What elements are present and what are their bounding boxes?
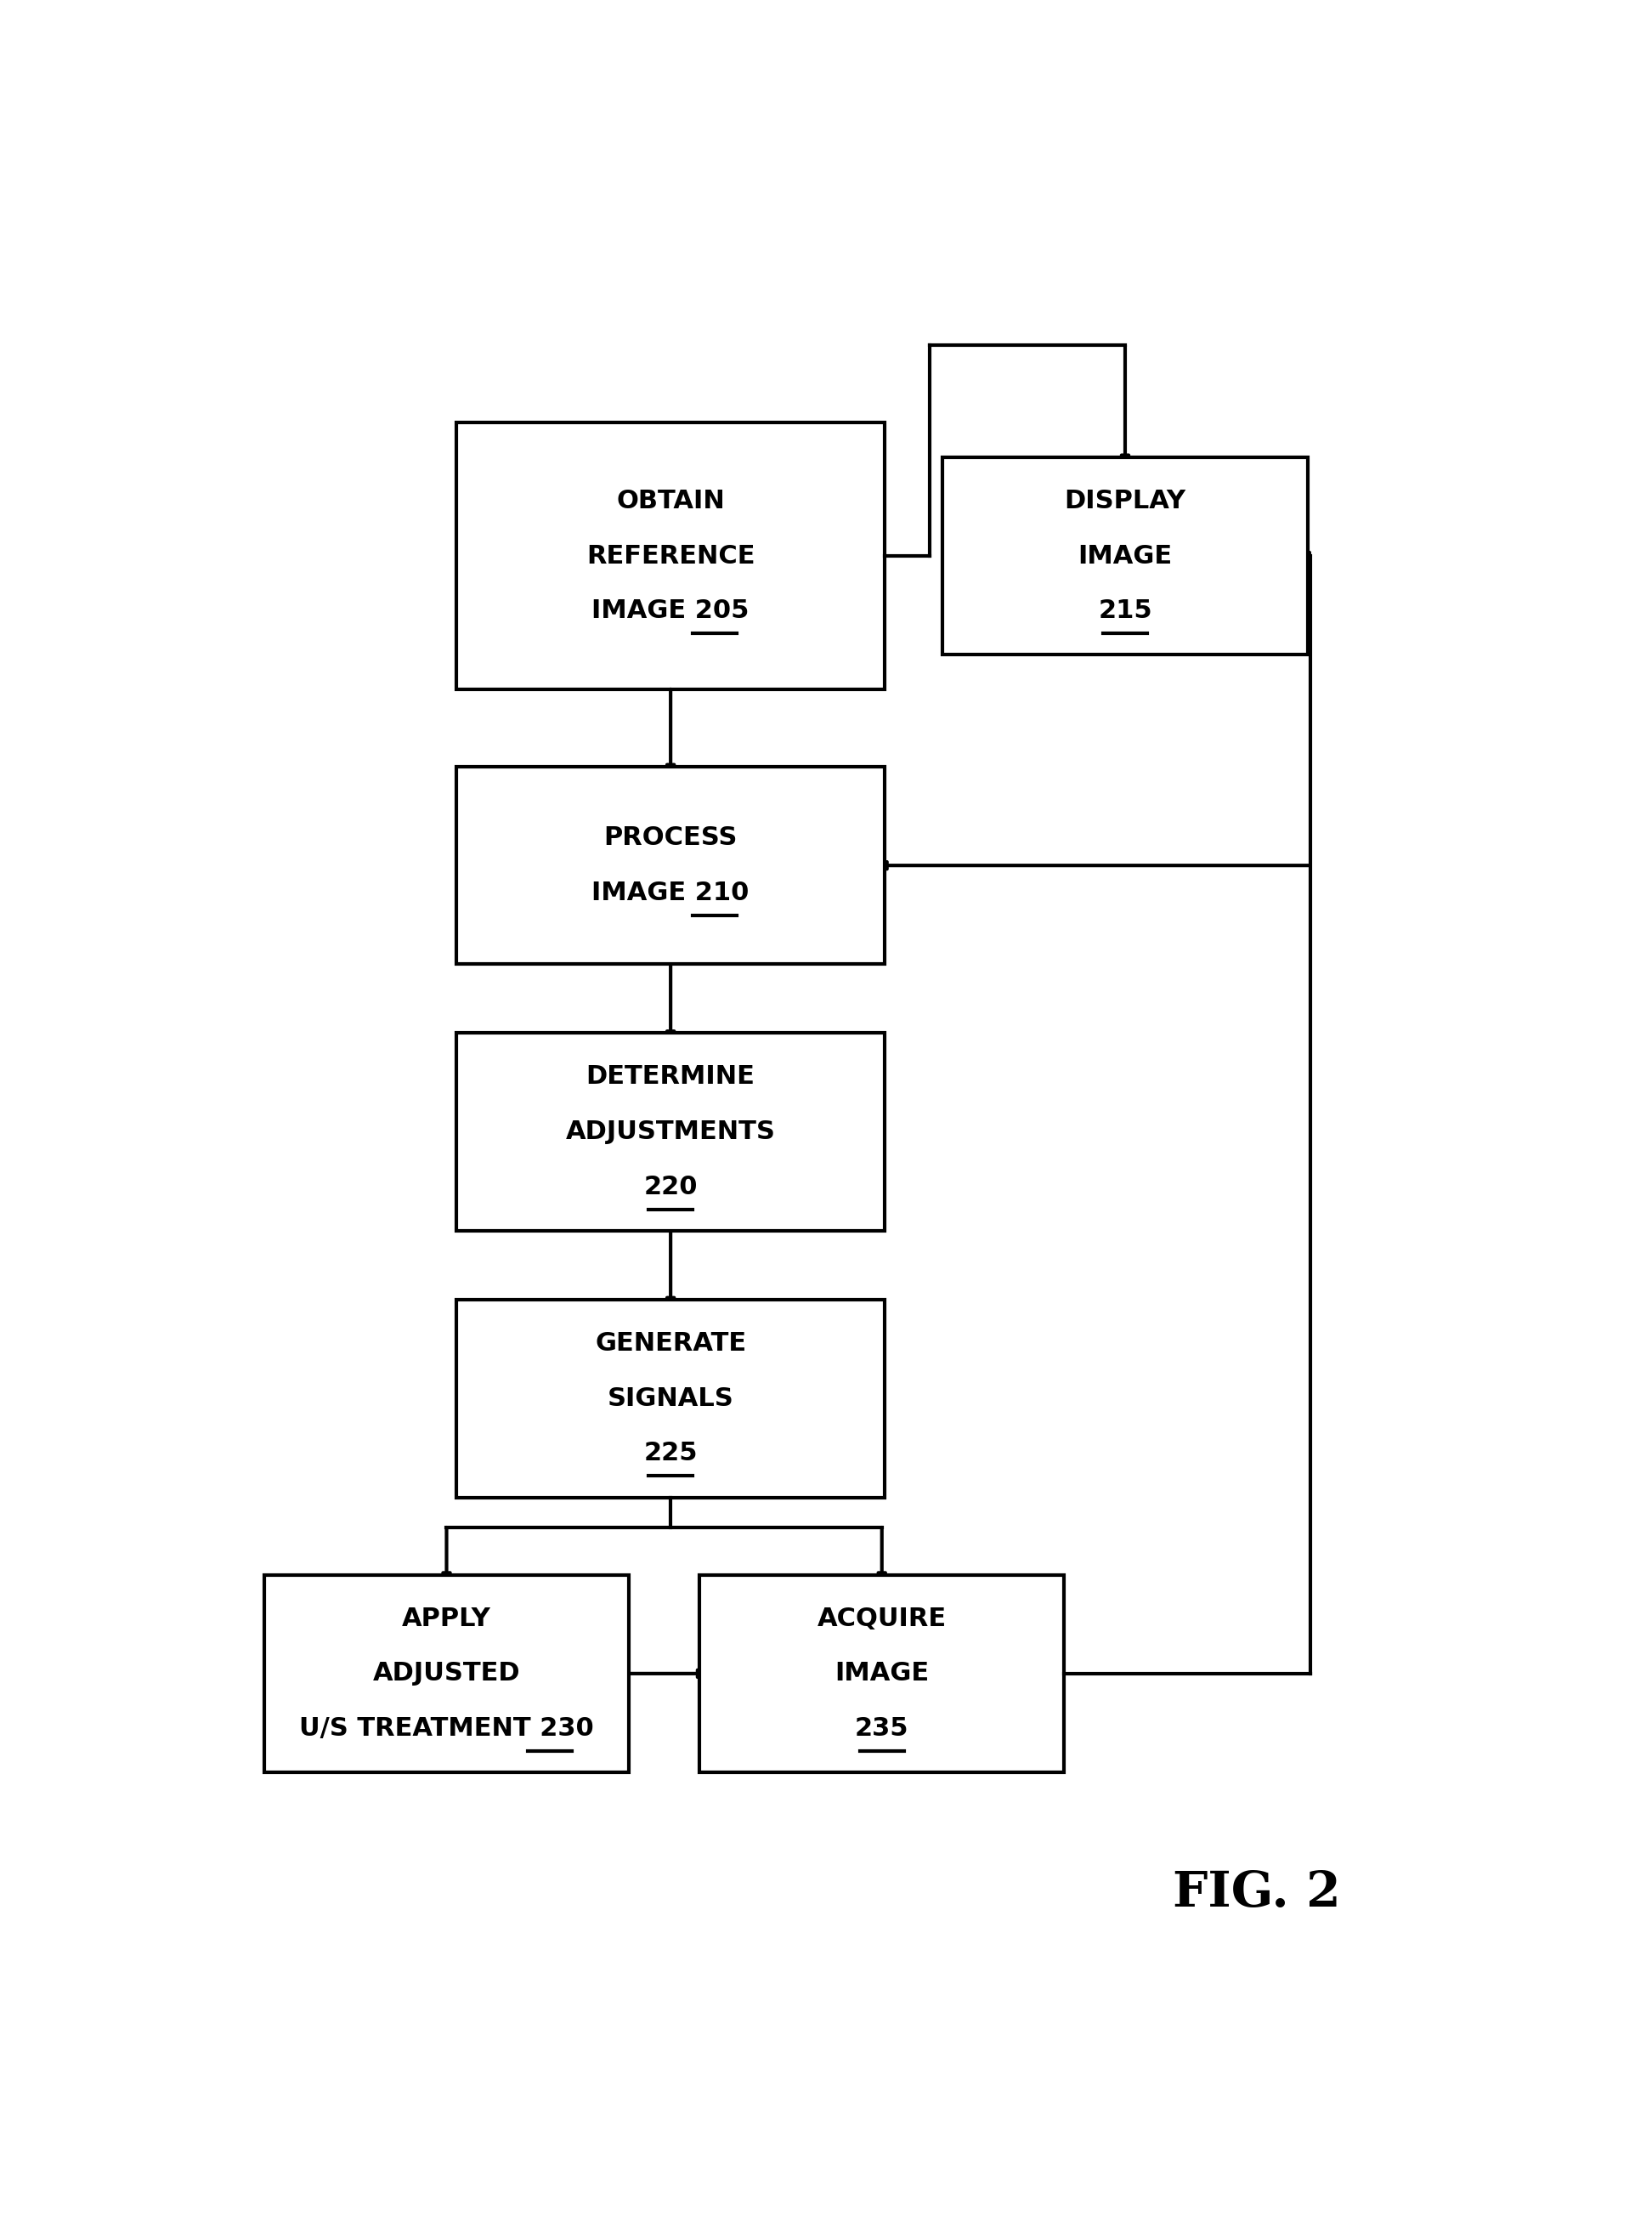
- Text: OBTAIN: OBTAIN: [616, 489, 725, 514]
- Text: FIG. 2: FIG. 2: [1173, 1869, 1340, 1916]
- Text: 215: 215: [1099, 598, 1151, 623]
- Text: PROCESS: PROCESS: [603, 826, 737, 851]
- Text: ADJUSTED: ADJUSTED: [373, 1661, 520, 1686]
- Text: ADJUSTMENTS: ADJUSTMENTS: [565, 1119, 775, 1143]
- Text: IMAGE 205: IMAGE 205: [591, 598, 750, 623]
- Text: 235: 235: [854, 1717, 909, 1742]
- Text: APPLY: APPLY: [401, 1606, 491, 1630]
- Bar: [456, 1034, 885, 1230]
- Text: SIGNALS: SIGNALS: [608, 1387, 733, 1411]
- Text: IMAGE 210: IMAGE 210: [591, 880, 750, 904]
- Bar: [943, 458, 1307, 654]
- Bar: [699, 1574, 1064, 1773]
- Text: DETERMINE: DETERMINE: [586, 1065, 755, 1090]
- Text: ACQUIRE: ACQUIRE: [818, 1606, 947, 1630]
- Text: 220: 220: [644, 1175, 697, 1199]
- Bar: [264, 1574, 629, 1773]
- Text: GENERATE: GENERATE: [595, 1331, 747, 1355]
- Bar: [456, 1300, 885, 1498]
- Bar: [456, 422, 885, 690]
- Text: IMAGE: IMAGE: [834, 1661, 928, 1686]
- Bar: [456, 766, 885, 965]
- Text: IMAGE: IMAGE: [1077, 543, 1173, 567]
- Text: U/S TREATMENT 230: U/S TREATMENT 230: [299, 1717, 593, 1742]
- Text: REFERENCE: REFERENCE: [586, 543, 755, 567]
- Text: 225: 225: [644, 1440, 697, 1465]
- Text: DISPLAY: DISPLAY: [1064, 489, 1186, 514]
